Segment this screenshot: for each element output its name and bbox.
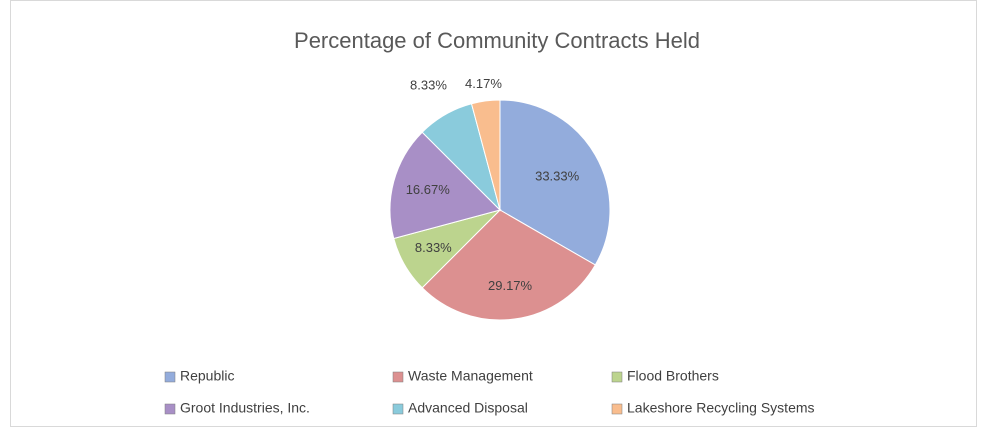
legend-label: Flood Brothers: [627, 368, 719, 384]
chart-title: Percentage of Community Contracts Held: [294, 28, 700, 53]
legend-label: Republic: [180, 368, 234, 384]
data-label: 4.17%: [465, 76, 502, 91]
legend-label: Groot Industries, Inc.: [180, 400, 310, 416]
data-label: 8.33%: [415, 240, 452, 255]
data-label: 29.17%: [488, 278, 533, 293]
legend-swatch: [611, 403, 623, 415]
pie-slice: [499, 99, 611, 266]
legend-swatch: [392, 371, 404, 383]
pie-slice: [470, 99, 501, 211]
legend-label: Waste Management: [408, 368, 533, 384]
legend-swatch: [164, 371, 176, 383]
pie-slice: [421, 209, 596, 321]
legend-swatch: [164, 403, 176, 415]
data-label: 8.33%: [410, 78, 447, 93]
legend-swatch: [611, 371, 623, 383]
legend-label: Lakeshore Recycling Systems: [627, 400, 815, 416]
data-label: 16.67%: [406, 182, 451, 197]
legend-label: Advanced Disposal: [408, 400, 528, 416]
legend-swatch: [392, 403, 404, 415]
pie-slice: [389, 131, 501, 240]
data-label: 33.33%: [535, 168, 580, 183]
